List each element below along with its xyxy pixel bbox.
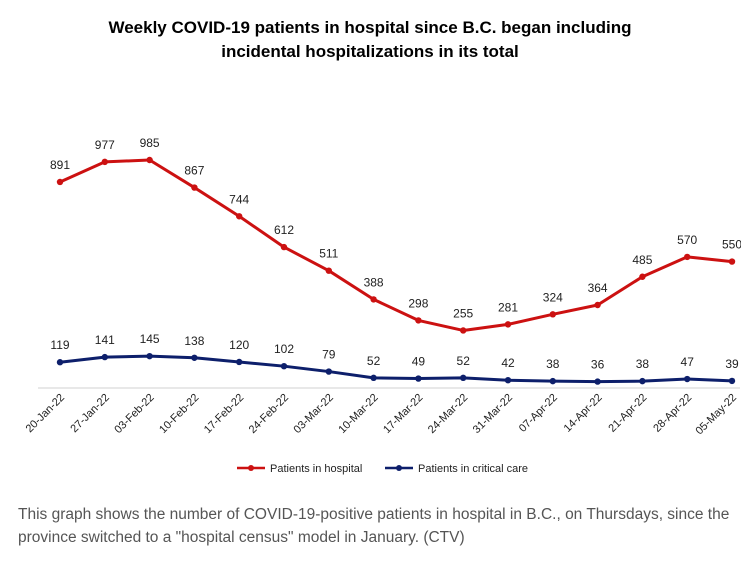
hospital-data-label: 281 (498, 300, 518, 314)
x-tick-label: 20-Jan-22 (24, 392, 68, 436)
hospital-data-label: 867 (184, 164, 204, 178)
x-tick-label: 03-Mar-22 (292, 392, 336, 436)
critical-care-data-point (639, 377, 646, 385)
hospital-data-point (101, 158, 109, 166)
x-tick-label: 27-Jan-22 (68, 392, 112, 436)
critical-care-data-label: 120 (229, 338, 249, 352)
critical-care-data-label: 38 (546, 357, 560, 371)
x-tick-label: 28-Apr-22 (651, 392, 694, 435)
critical-care-data-label: 38 (636, 357, 650, 371)
hospital-data-point (594, 301, 601, 309)
hospital-data-point (191, 184, 198, 191)
hospital-data-point (280, 243, 288, 251)
hospital-data-label: 985 (140, 136, 160, 150)
hospital-data-point (460, 327, 467, 334)
critical-care-data-point (101, 353, 109, 361)
hospital-data-label: 550 (722, 238, 741, 252)
x-tick-label: 14-Apr-22 (562, 392, 605, 435)
x-tick-label: 05-May-22 (693, 392, 739, 438)
x-tick-label: 17-Mar-22 (381, 392, 425, 436)
critical-care-data-label: 42 (501, 356, 515, 370)
critical-care-data-point (460, 374, 467, 382)
hospital-data-label: 511 (319, 247, 338, 261)
critical-care-data-point (594, 378, 601, 385)
critical-care-data-label: 49 (412, 355, 426, 369)
critical-care-series-line (59, 354, 733, 384)
hospital-data-point (639, 273, 646, 280)
hospital-data-point (146, 156, 153, 164)
x-tick-label: 24-Mar-22 (426, 392, 470, 436)
hospital-data-point (684, 253, 691, 261)
hospital-data-label: 388 (364, 275, 384, 289)
chart-caption: This graph shows the number of COVID-19-… (18, 506, 730, 546)
critical-care-data-point (728, 377, 736, 385)
hospital-data-label: 485 (632, 253, 652, 267)
x-tick-label: 17-Feb-22 (202, 392, 246, 436)
chart-title-line: incidental hospitalizations in its total (221, 42, 519, 61)
x-tick-label: 03-Feb-22 (112, 392, 156, 436)
legend-hospital-label: Patients in hospital (270, 463, 362, 475)
legend-critical-care-label: Patients in critical care (418, 463, 528, 475)
critical-care-data-point (415, 375, 422, 382)
critical-care-data-point (684, 375, 691, 383)
hospital-data-label: 977 (95, 138, 115, 152)
hospital-data-point (370, 296, 377, 303)
critical-care-data-point (504, 376, 512, 384)
x-tick-label: 24-Feb-22 (247, 392, 291, 436)
hospital-data-point (549, 311, 556, 318)
hospital-data-label: 612 (274, 223, 294, 237)
hospital-data-point (415, 317, 422, 324)
hospital-data-point (56, 178, 64, 186)
critical-care-data-point (146, 352, 153, 360)
critical-care-data-label: 39 (725, 357, 739, 371)
critical-care-data-point (325, 368, 332, 375)
chart-container: Weekly COVID-19 patients in hospital sin… (24, 18, 741, 475)
critical-care-data-label: 52 (367, 354, 381, 368)
chart-title-line: Weekly COVID-19 patients in hospital sin… (108, 18, 631, 37)
hospital-data-label: 324 (543, 290, 563, 304)
critical-care-data-label: 47 (681, 355, 695, 369)
critical-care-data-point (191, 354, 198, 361)
hospital-data-label: 744 (229, 192, 249, 206)
critical-care-data-label: 138 (184, 334, 204, 348)
hospital-series-line (59, 158, 733, 332)
legend-hospital-swatch-marker (248, 465, 254, 471)
critical-care-data-point (236, 358, 243, 366)
line-chart: Weekly COVID-19 patients in hospital sin… (24, 18, 741, 475)
critical-care-data-label: 79 (322, 348, 336, 362)
hospital-data-point (504, 321, 512, 328)
critical-care-data-label: 52 (457, 354, 471, 368)
x-tick-label: 07-Apr-22 (517, 392, 560, 435)
critical-care-data-label: 141 (95, 333, 115, 347)
critical-care-data-label: 145 (140, 332, 160, 346)
hospital-data-point (728, 258, 736, 265)
legend-critical-care-swatch-marker (396, 465, 402, 471)
hospital-data-label: 891 (50, 158, 70, 172)
x-tick-label: 21-Apr-22 (606, 392, 649, 435)
x-tick-label: 31-Mar-22 (471, 392, 515, 436)
critical-care-data-label: 119 (50, 338, 69, 352)
critical-care-data-point (56, 359, 64, 366)
hospital-data-point (236, 213, 243, 220)
critical-care-data-label: 102 (274, 342, 294, 356)
x-tick-label: 10-Mar-22 (336, 392, 380, 436)
critical-care-data-point (370, 374, 377, 382)
hospital-data-point (325, 267, 332, 274)
hospital-data-label: 364 (588, 281, 608, 295)
hospital-data-label: 570 (677, 233, 697, 247)
hospital-data-label: 298 (408, 296, 428, 310)
critical-care-data-label: 36 (591, 358, 605, 372)
critical-care-data-point (280, 362, 288, 370)
x-tick-label: 10-Feb-22 (157, 392, 201, 436)
critical-care-data-point (549, 377, 556, 385)
hospital-data-label: 255 (453, 306, 473, 320)
